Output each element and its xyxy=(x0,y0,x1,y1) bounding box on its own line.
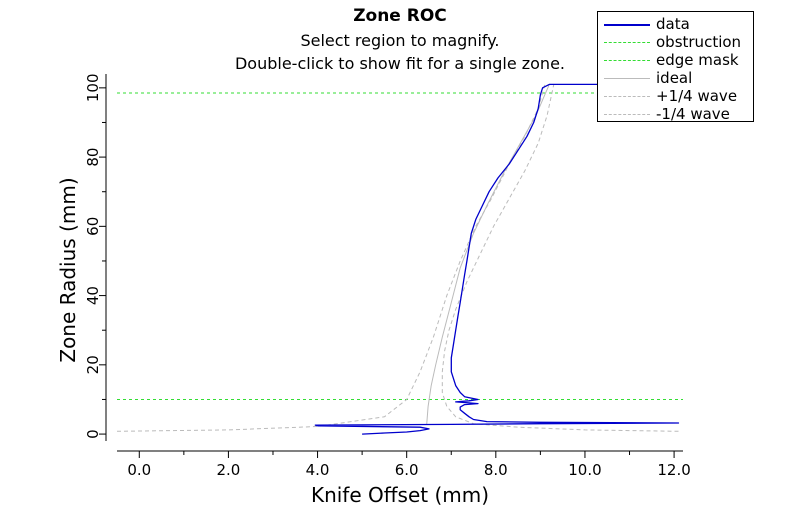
legend-label-edge-mask: edge mask xyxy=(656,51,739,69)
legend-label-ideal: ideal xyxy=(656,69,693,87)
legend-item-ideal: ideal xyxy=(602,69,752,87)
legend-label-data: data xyxy=(656,15,690,33)
legend-item-obstruction: obstruction xyxy=(602,33,752,51)
series-ideal xyxy=(426,84,550,425)
legend-label-obstruction: obstruction xyxy=(656,33,742,51)
legend-swatch-plus-quarter-wave xyxy=(604,96,650,97)
legend-swatch-data xyxy=(604,24,650,26)
legend-item-minus-quarter-wave: -1/4 wave xyxy=(602,105,752,123)
legend-label-minus-quarter-wave: -1/4 wave xyxy=(656,105,730,123)
y-axis-label: Zone Radius (mm) xyxy=(56,177,80,363)
series-data xyxy=(314,83,680,435)
legend-swatch-edge-mask xyxy=(604,60,650,61)
chart-subtitle-instruction: Select region to magnify. xyxy=(300,31,500,50)
legend-item-edge-mask: edge mask xyxy=(602,51,752,69)
legend-item-plus-quarter-wave: +1/4 wave xyxy=(602,87,752,105)
x-tick-label: 2.0 xyxy=(216,461,240,479)
legend-swatch-ideal xyxy=(604,78,650,79)
y-tick-label: 40 xyxy=(84,286,102,305)
x-tick-label: 8.0 xyxy=(484,461,508,479)
x-tick-label: 6.0 xyxy=(395,461,419,479)
x-tick-label: 0.0 xyxy=(127,461,151,479)
chart-title: Zone ROC xyxy=(353,6,447,26)
legend-item-data: data xyxy=(602,15,752,33)
x-tick-label: 12.0 xyxy=(657,461,690,479)
x-tick-label: 10.0 xyxy=(568,461,601,479)
legend-label-plus-quarter-wave: +1/4 wave xyxy=(656,87,738,105)
plot-lines xyxy=(116,83,683,435)
y-tick-label: 80 xyxy=(84,148,102,167)
legend-swatch-obstruction xyxy=(604,42,650,43)
chart-subtitle-hint: Double-click to show fit for a single zo… xyxy=(234,54,565,73)
legend: data obstruction edge mask ideal +1/4 wa… xyxy=(597,11,754,123)
x-axis-label: Knife Offset (mm) xyxy=(310,483,490,507)
axes: 0.0 2.0 4.0 6.0 8.0 10.0 12.0 0 20 40 60 80 100 xyxy=(84,73,691,479)
x-tick-label: 4.0 xyxy=(306,461,330,479)
y-tick-label: 60 xyxy=(84,217,102,236)
series-minus-quarter-wave xyxy=(441,84,679,432)
y-tick-label: 0 xyxy=(84,429,102,439)
series-plus-quarter-wave xyxy=(116,84,546,432)
y-tick-label: 100 xyxy=(84,73,102,102)
legend-swatch-minus-quarter-wave xyxy=(604,114,650,115)
y-tick-label: 20 xyxy=(84,355,102,374)
